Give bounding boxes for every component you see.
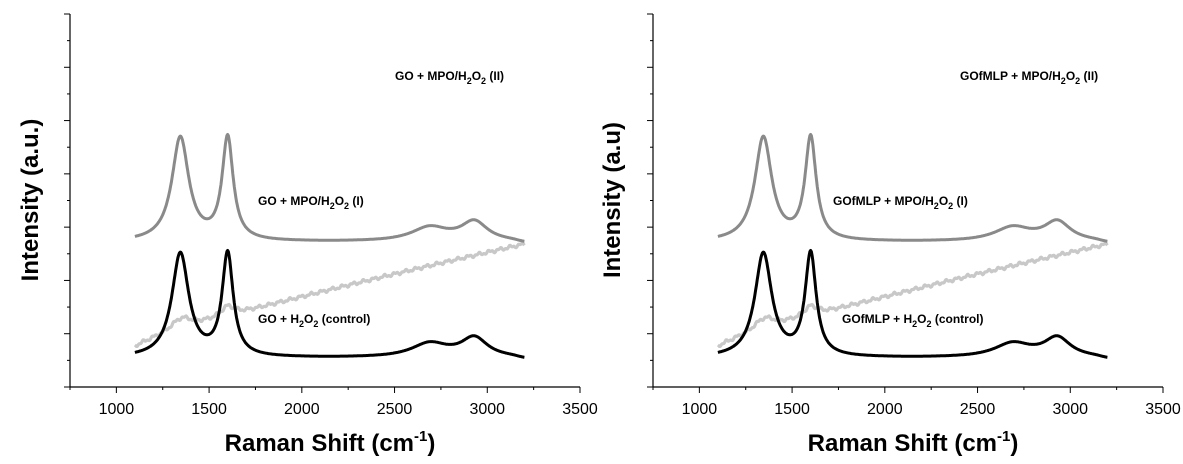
- label-text: GOfMLP + H: [842, 312, 912, 326]
- x-tick-label: 3000: [1052, 401, 1088, 418]
- series-label-2: GOfMLP + MPO/H2O2 (I): [833, 194, 968, 211]
- x-tick-label: 3500: [562, 401, 598, 418]
- label-text: O: [335, 194, 344, 208]
- chart-panel-2: 1000 1500 2000 2500 3000 3500 Raman Shift (cm-…: [599, 13, 1181, 457]
- label-text: (control): [932, 312, 984, 326]
- label-text: (II): [1080, 69, 1098, 83]
- subscript: 2: [912, 319, 917, 329]
- subscript: 2: [344, 201, 349, 211]
- x-axis-title-close: ): [427, 430, 435, 457]
- label-text: O: [939, 194, 948, 208]
- subscript: 2: [313, 319, 318, 329]
- subscript: 2: [926, 319, 931, 329]
- x-axis-title-sup: -1: [997, 428, 1010, 445]
- y-axis-title: Intensity (a.u.): [17, 119, 44, 282]
- x-axis-title-main: Raman Shift (cm: [808, 430, 997, 457]
- label-text: (I): [349, 194, 364, 208]
- x-tick-label: 3500: [1145, 401, 1181, 418]
- series-line-3: [717, 248, 1109, 359]
- x-axis-title-main: Raman Shift (cm: [225, 430, 414, 457]
- label-text: (II): [486, 69, 504, 83]
- label-text: GOfMLP + MPO/H: [960, 69, 1061, 83]
- label-text: O: [917, 312, 926, 326]
- series-label-2: GO + MPO/H2O2 (I): [258, 194, 364, 211]
- subscript: 2: [948, 201, 953, 211]
- subscript: 2: [330, 201, 335, 211]
- subscript: 2: [467, 76, 472, 86]
- series-line-2: [134, 132, 526, 243]
- subscript: 2: [1075, 76, 1080, 86]
- x-tick-label: 1000: [99, 401, 135, 418]
- series-line-3: [134, 248, 526, 359]
- subscript: 2: [299, 319, 304, 329]
- subscript: 2: [481, 76, 486, 86]
- x-axis-title-sup: -1: [414, 428, 427, 445]
- series-label-1: GOfMLP + MPO/H2O2 (II): [960, 69, 1098, 86]
- subscript: 2: [1061, 76, 1066, 86]
- x-tick-label: 2500: [960, 401, 996, 418]
- label-text: O: [1066, 69, 1075, 83]
- x-tick-label: 1500: [191, 401, 227, 418]
- x-axis-title-close: ): [1010, 430, 1018, 457]
- label-text: GOfMLP + MPO/H: [833, 194, 934, 208]
- x-tick-label: 2000: [284, 401, 320, 418]
- x-tick-label: 1500: [774, 401, 810, 418]
- label-text: GO + H: [258, 312, 299, 326]
- series-label-3: GO + H2O2 (control): [258, 312, 370, 329]
- x-tick-label: 3000: [469, 401, 505, 418]
- label-text: (control): [318, 312, 370, 326]
- series-label-3: GOfMLP + H2O2 (control): [842, 312, 984, 329]
- series-line-1: [716, 241, 1109, 348]
- label-text: (I): [953, 194, 968, 208]
- y-axis-title: Intensity (a.u): [599, 122, 626, 278]
- label-text: GO + MPO/H: [395, 69, 467, 83]
- x-tick-label: 1000: [682, 401, 718, 418]
- label-text: O: [472, 69, 481, 83]
- x-axis-title: Raman Shift (cm-1): [225, 428, 436, 457]
- label-text: O: [304, 312, 313, 326]
- x-axis-title: Raman Shift (cm-1): [808, 428, 1019, 457]
- series-line-2: [717, 132, 1109, 243]
- label-text: GO + MPO/H: [258, 194, 330, 208]
- chart-panel-1: 1000 1500 2000 2500 3000 3500 Raman Shift (cm-…: [17, 13, 598, 457]
- x-tick-label: 2000: [867, 401, 903, 418]
- subscript: 2: [934, 201, 939, 211]
- x-tick-label: 2500: [377, 401, 413, 418]
- series-label-1: GO + MPO/H2O2 (II): [395, 69, 504, 86]
- series-line-1: [133, 241, 526, 348]
